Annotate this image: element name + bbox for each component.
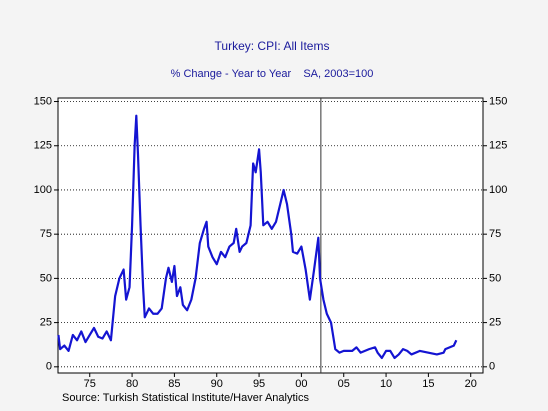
y2-tick-label: 50 [489,272,501,284]
chart-subtitle: % Change - Year to Year SA, 2003=100 [171,68,374,80]
x-tick-label: 75 [84,378,96,390]
x-tick-label: 95 [253,378,265,390]
y-tick-label: 100 [34,184,52,196]
y-tick-label: 75 [40,228,52,240]
x-tick-label: 80 [126,378,138,390]
y-tick-label: 0 [46,361,52,373]
y2-tick-label: 0 [489,361,495,373]
source: Source: Turkish Statistical Institute/Ha… [62,392,309,404]
y2-tick-label: 125 [489,140,507,152]
y2-tick-label: 75 [489,228,501,240]
y2-tick-label: 150 [489,95,507,107]
y-tick-label: 150 [34,95,52,107]
y2-tick-label: 100 [489,184,507,196]
plot-area [57,97,484,374]
x-tick-label: 00 [295,378,307,390]
chart-title: Turkey: CPI: All Items [215,39,330,53]
y2-tick-label: 25 [489,317,501,329]
x-tick-label: 10 [380,378,392,390]
data-line [57,114,458,360]
y-tick-label: 50 [40,272,52,284]
x-tick-label: 85 [168,378,180,390]
x-tick-label: 05 [338,378,350,390]
x-tick-label: 15 [422,378,434,390]
x-tick-label: 20 [465,378,477,390]
x-tick-label: 90 [211,378,223,390]
y-tick-label: 125 [34,140,52,152]
y-tick-label: 25 [40,317,52,329]
